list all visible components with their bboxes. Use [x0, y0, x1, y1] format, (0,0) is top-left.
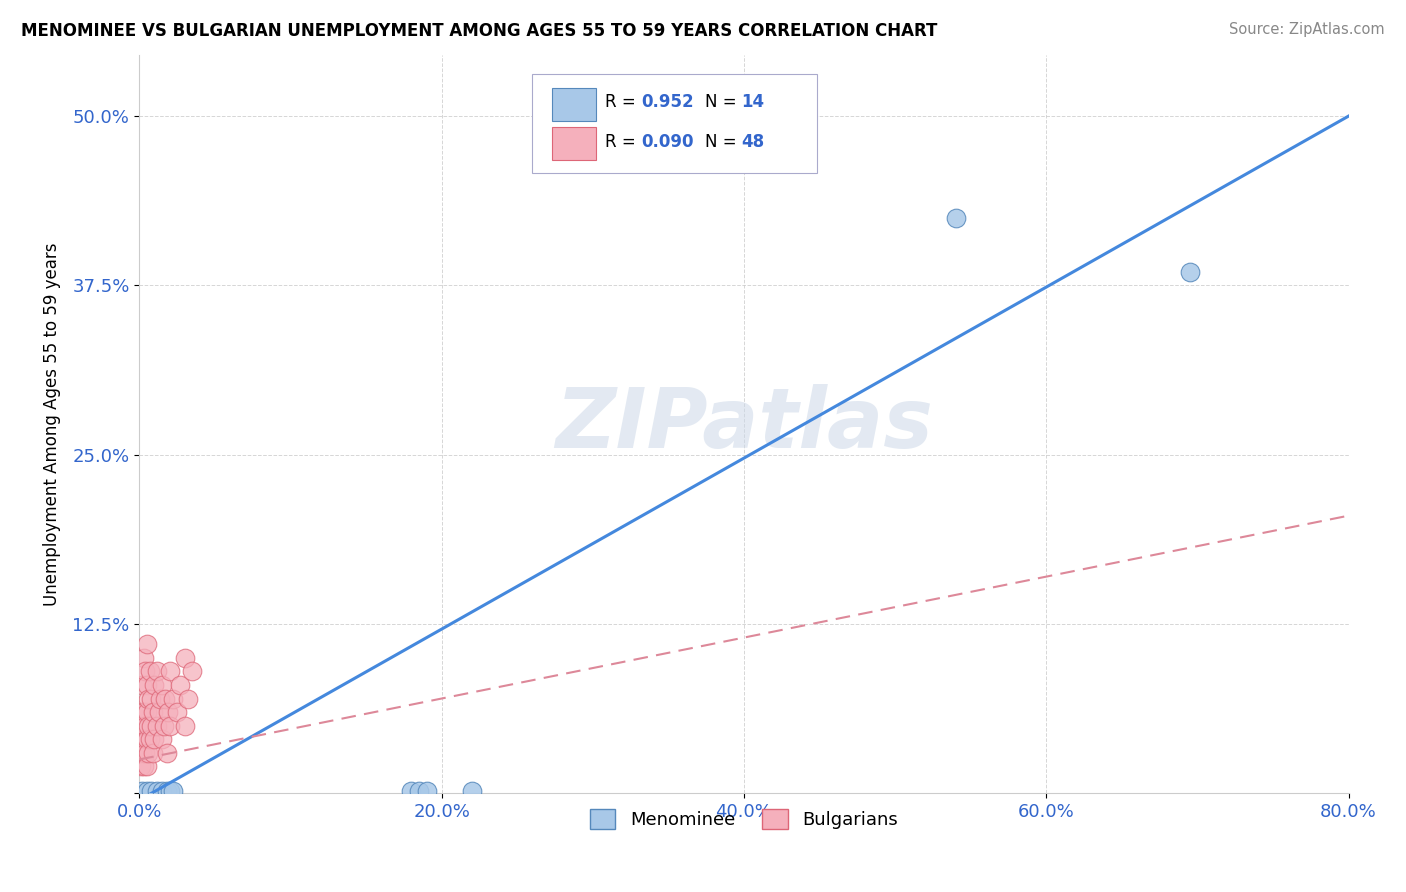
- Point: [142, 705, 165, 719]
- Point: [131, 678, 153, 692]
- Point: [143, 732, 166, 747]
- Point: [134, 718, 156, 732]
- Point: [150, 678, 173, 692]
- Point: [129, 759, 152, 773]
- Point: [162, 691, 184, 706]
- Point: [135, 732, 157, 747]
- Point: [146, 665, 169, 679]
- Point: [157, 705, 180, 719]
- Point: [461, 783, 484, 797]
- Point: [129, 732, 152, 747]
- Point: [173, 651, 195, 665]
- Point: [132, 732, 155, 747]
- Text: N =: N =: [706, 133, 742, 151]
- Point: [143, 678, 166, 692]
- Point: [159, 665, 181, 679]
- Point: [150, 783, 173, 797]
- Point: [138, 746, 160, 760]
- Point: [166, 705, 188, 719]
- Point: [149, 691, 172, 706]
- Text: 14: 14: [741, 93, 765, 111]
- Point: [173, 718, 195, 732]
- Point: [169, 678, 191, 692]
- Text: MENOMINEE VS BULGARIAN UNEMPLOYMENT AMONG AGES 55 TO 59 YEARS CORRELATION CHART: MENOMINEE VS BULGARIAN UNEMPLOYMENT AMON…: [21, 22, 938, 40]
- Point: [138, 691, 160, 706]
- Point: [131, 746, 153, 760]
- FancyBboxPatch shape: [551, 128, 596, 160]
- Text: 0.090: 0.090: [641, 133, 693, 151]
- Point: [131, 718, 153, 732]
- Point: [146, 718, 169, 732]
- Point: [134, 746, 156, 760]
- Point: [134, 665, 156, 679]
- Point: [139, 732, 162, 747]
- Point: [141, 783, 163, 797]
- Point: [141, 691, 163, 706]
- Point: [135, 783, 157, 797]
- Text: R =: R =: [605, 93, 641, 111]
- Point: [152, 718, 174, 732]
- Point: [132, 651, 155, 665]
- Point: [159, 783, 181, 797]
- FancyBboxPatch shape: [533, 74, 817, 173]
- Point: [148, 705, 170, 719]
- Point: [132, 705, 155, 719]
- Point: [415, 783, 437, 797]
- Point: [159, 718, 181, 732]
- Y-axis label: Unemployment Among Ages 55 to 59 years: Unemployment Among Ages 55 to 59 years: [44, 243, 60, 606]
- Point: [401, 783, 423, 797]
- Point: [181, 665, 204, 679]
- Point: [408, 783, 430, 797]
- Point: [129, 705, 152, 719]
- Text: Source: ZipAtlas.com: Source: ZipAtlas.com: [1229, 22, 1385, 37]
- Point: [135, 759, 157, 773]
- Point: [135, 705, 157, 719]
- Point: [135, 678, 157, 692]
- Point: [1178, 265, 1201, 279]
- Point: [142, 746, 165, 760]
- Point: [176, 691, 198, 706]
- Text: N =: N =: [706, 93, 742, 111]
- Text: ZIPatlas: ZIPatlas: [555, 384, 934, 465]
- Point: [139, 665, 162, 679]
- Point: [945, 211, 967, 225]
- Point: [132, 759, 155, 773]
- FancyBboxPatch shape: [551, 88, 596, 120]
- Point: [153, 691, 176, 706]
- Point: [131, 783, 153, 797]
- Text: R =: R =: [605, 133, 641, 151]
- Point: [141, 718, 163, 732]
- Point: [150, 732, 173, 747]
- Legend: Menominee, Bulgarians: Menominee, Bulgarians: [583, 802, 905, 836]
- Text: 48: 48: [741, 133, 765, 151]
- Point: [138, 718, 160, 732]
- Point: [135, 637, 157, 651]
- Point: [162, 783, 184, 797]
- Point: [146, 783, 169, 797]
- Text: 0.952: 0.952: [641, 93, 693, 111]
- Point: [155, 746, 177, 760]
- Point: [155, 783, 177, 797]
